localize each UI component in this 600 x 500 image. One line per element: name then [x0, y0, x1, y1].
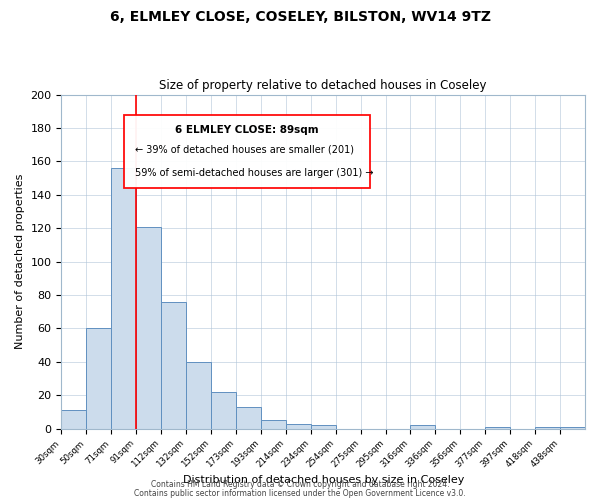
Bar [186, 362, 211, 428]
Bar [560, 427, 585, 428]
Y-axis label: Number of detached properties: Number of detached properties [15, 174, 25, 350]
Title: Size of property relative to detached houses in Coseley: Size of property relative to detached ho… [160, 79, 487, 92]
Bar [410, 426, 436, 428]
Text: Contains public sector information licensed under the Open Government Licence v3: Contains public sector information licen… [134, 489, 466, 498]
Bar [211, 392, 236, 428]
Text: 6, ELMLEY CLOSE, COSELEY, BILSTON, WV14 9TZ: 6, ELMLEY CLOSE, COSELEY, BILSTON, WV14 … [110, 10, 491, 24]
Bar [136, 226, 161, 428]
Bar [111, 168, 136, 428]
Bar [535, 427, 560, 428]
FancyBboxPatch shape [124, 114, 370, 188]
Bar [236, 407, 261, 428]
Text: 6 ELMLEY CLOSE: 89sqm: 6 ELMLEY CLOSE: 89sqm [175, 124, 319, 134]
Bar [86, 328, 111, 428]
Text: 59% of semi-detached houses are larger (301) →: 59% of semi-detached houses are larger (… [135, 168, 373, 178]
X-axis label: Distribution of detached houses by size in Coseley: Distribution of detached houses by size … [182, 475, 464, 485]
Bar [261, 420, 286, 428]
Bar [161, 302, 186, 428]
Text: Contains HM Land Registry data © Crown copyright and database right 2024.: Contains HM Land Registry data © Crown c… [151, 480, 449, 489]
Text: ← 39% of detached houses are smaller (201): ← 39% of detached houses are smaller (20… [135, 144, 354, 154]
Bar [286, 424, 311, 428]
Bar [485, 427, 510, 428]
Bar [61, 410, 86, 428]
Bar [311, 426, 335, 428]
